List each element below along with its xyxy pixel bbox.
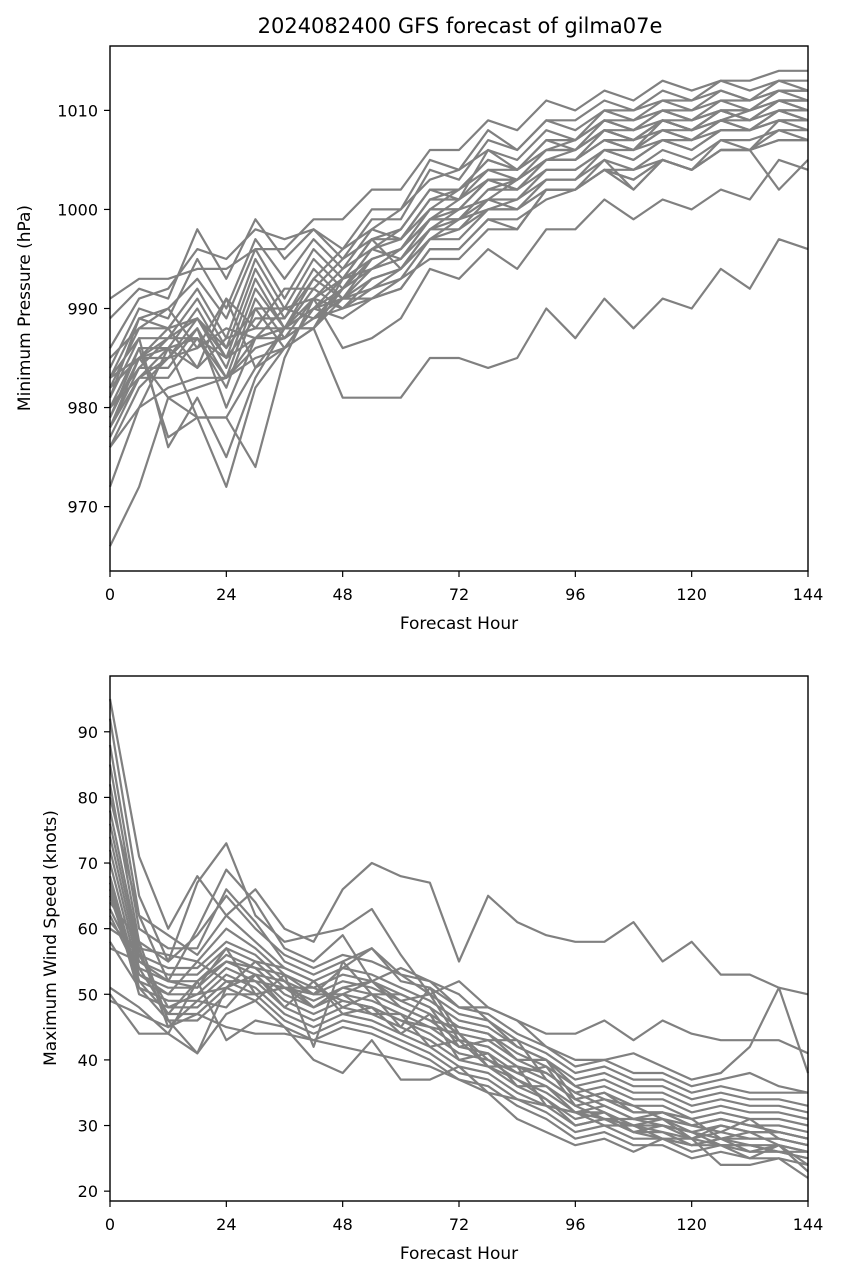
wind-y-tick-label: 30	[78, 1117, 98, 1136]
pressure-x-tick-label: 144	[793, 585, 824, 604]
pressure-x-tick-label: 0	[105, 585, 115, 604]
wind-x-tick-label: 24	[216, 1215, 236, 1234]
pressure-plot-frame	[109, 45, 809, 572]
wind-series-line-5	[108, 784, 808, 1094]
pressure-series-line-25	[109, 158, 809, 379]
pressure-x-tick-label: 72	[449, 585, 469, 604]
wind-y-axis-label: Maximum Wind Speed (knots)	[41, 810, 61, 1066]
pressure-series-line-1	[109, 69, 808, 300]
wind-x-tick-label: 0	[105, 1215, 115, 1234]
wind-series-line-6	[108, 797, 809, 1107]
wind-y-tick-label: 90	[78, 723, 98, 742]
pressure-y-axis-label: Minimum Pressure (hPa)	[15, 205, 35, 411]
wind-y-tick-label: 20	[78, 1182, 98, 1201]
pressure-y-tick-label: 980	[67, 399, 98, 418]
pressure-x-tick-label: 96	[565, 585, 585, 604]
wind-x-tick-label: 48	[332, 1215, 352, 1234]
wind-series-line-4	[108, 764, 809, 1094]
pressure-series-line-6	[109, 99, 809, 389]
wind-series-line-1	[108, 698, 809, 996]
pressure-x-tick-label: 24	[216, 585, 236, 604]
wind-y-tick-label: 50	[78, 985, 98, 1004]
pressure-series-line-3	[109, 89, 808, 349]
wind-x-tick-label: 96	[565, 1215, 585, 1234]
wind-series-line-2	[108, 718, 809, 1055]
wind-y-tick-label: 70	[78, 854, 98, 873]
pressure-x-tick-label: 48	[332, 585, 352, 604]
wind-x-tick-label: 144	[793, 1215, 824, 1234]
pressure-x-tick-label: 120	[676, 585, 707, 604]
wind-x-tick-label: 120	[676, 1215, 707, 1234]
wind-series-line-25	[109, 999, 808, 1153]
wind-series-line-22	[109, 947, 809, 1160]
pressure-series-line-26	[109, 238, 809, 448]
pressure-series-line-12	[109, 99, 808, 389]
wind-series-line-23	[109, 960, 809, 1166]
pressure-series-line-8	[109, 119, 808, 409]
pressure-series-line-20	[108, 109, 808, 488]
pressure-y-tick-label: 1010	[57, 101, 98, 120]
pressure-series-line-24	[109, 139, 809, 428]
figure-title: 2024082400 GFS forecast of gilma07e	[258, 14, 663, 38]
pressure-x-axis-label: Forecast Hour	[400, 614, 518, 634]
pressure-panel: 0 24 48 72 96 120 144 970 980 990 1000 1010 Forecas…	[15, 45, 824, 634]
wind-y-tick-label: 80	[78, 788, 98, 807]
wind-series-line-17	[109, 908, 809, 1153]
wind-panel: 0 24 48 72 96 120 144 20 30 40 50 60 70 80 90 Forecast…	[41, 675, 824, 1264]
pressure-series-line-15	[109, 79, 809, 448]
wind-x-tick-label: 72	[449, 1215, 469, 1234]
pressure-y-tick-label: 1000	[57, 200, 98, 219]
wind-x-axis-label: Forecast Hour	[400, 1244, 518, 1264]
pressure-series-line-13	[109, 89, 808, 359]
wind-y-tick-label: 60	[78, 920, 98, 939]
wind-y-tick-label: 40	[78, 1051, 98, 1070]
pressure-series-line-21	[109, 119, 808, 547]
pressure-y-tick-label: 970	[67, 498, 98, 517]
wind-series-line-12	[108, 875, 809, 1147]
pressure-y-tick-label: 990	[67, 300, 98, 319]
